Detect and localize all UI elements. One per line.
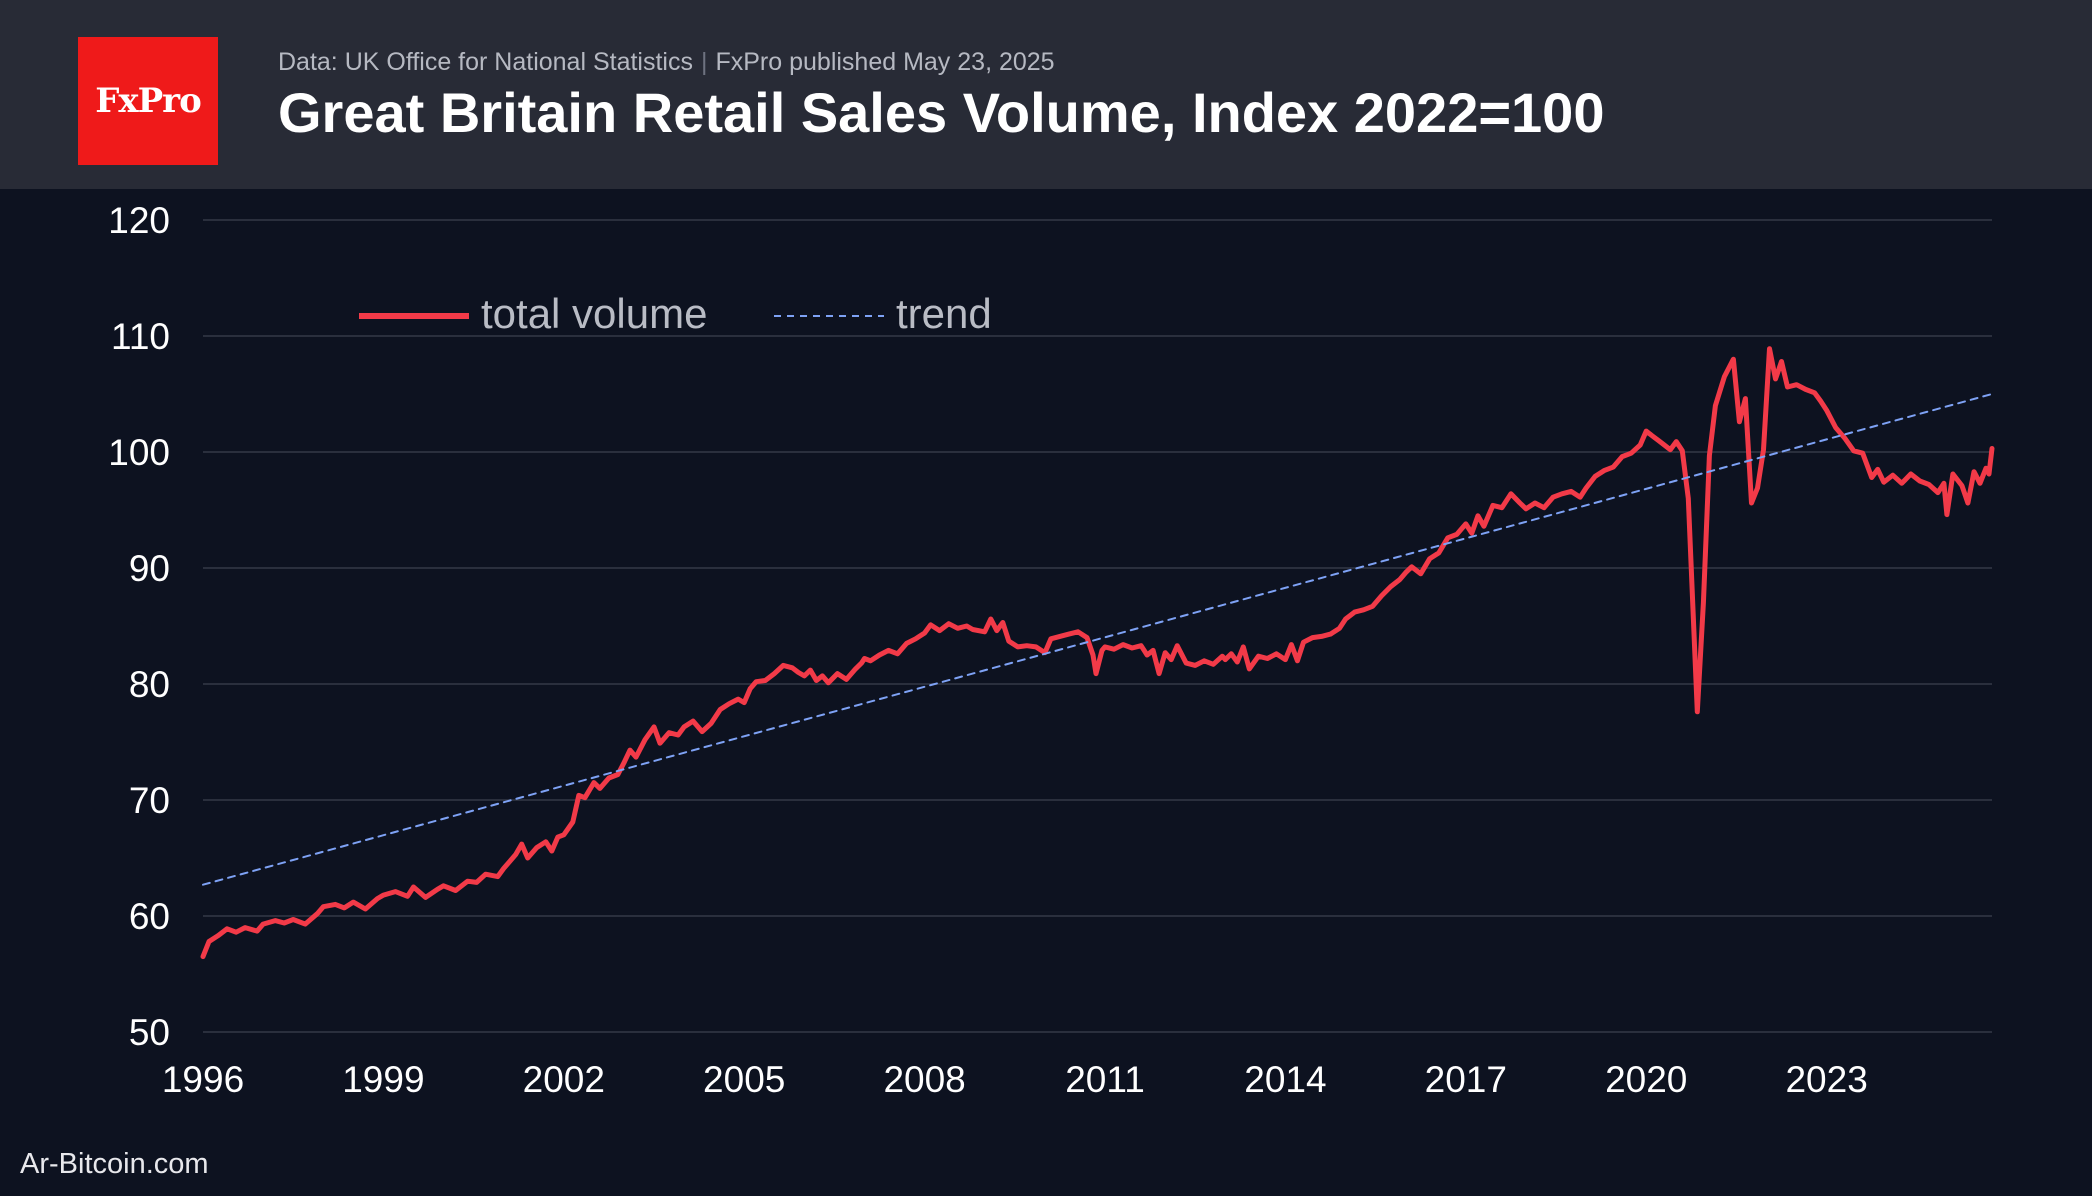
y-tick-label: 110 <box>111 316 170 357</box>
legend-label-trend: trend <box>896 290 992 337</box>
y-tick-label: 120 <box>108 200 170 241</box>
chart-meta: Data: UK Office for National Statistics |… <box>278 48 1055 77</box>
x-axis-ticks: 1996 1999 2002 2005 2008 2011 2014 2017 2020 2023 <box>162 1059 1868 1100</box>
x-tick-label: 2008 <box>883 1059 965 1100</box>
y-axis-ticks: 50 60 70 80 90 100 110 120 <box>108 200 170 1053</box>
x-tick-label: 1996 <box>162 1059 244 1100</box>
series-lines <box>200 346 1995 960</box>
x-tick-label: 2011 <box>1065 1059 1145 1100</box>
x-tick-label: 2005 <box>703 1059 785 1100</box>
y-tick-label: 60 <box>129 896 170 937</box>
data-source: Data: UK Office for National Statistics <box>278 48 693 76</box>
watermark: Ar-Bitcoin.com <box>20 1148 209 1180</box>
fxpro-logo[interactable]: FxPro <box>78 37 218 165</box>
series-line-total-volume <box>200 346 1995 960</box>
y-tick-label: 100 <box>108 432 170 473</box>
y-tick-label: 70 <box>129 780 170 821</box>
chart-title: Great Britain Retail Sales Volume, Index… <box>278 81 1605 144</box>
chart-header: FxPro Data: UK Office for National Stati… <box>0 0 2092 189</box>
x-tick-label: 2023 <box>1785 1059 1867 1100</box>
series-line-trend <box>202 393 1993 886</box>
publisher-note: FxPro published May 23, 2025 <box>715 48 1055 76</box>
logo-text: FxPro <box>95 81 202 121</box>
grid-lines <box>203 219 1992 1033</box>
legend: total volume trend <box>359 290 992 337</box>
x-tick-label: 2017 <box>1425 1059 1507 1100</box>
x-tick-label: 2020 <box>1605 1059 1687 1100</box>
meta-separator: | <box>700 48 708 76</box>
y-tick-label: 50 <box>129 1012 170 1053</box>
y-tick-label: 90 <box>129 548 170 589</box>
legend-label-total-volume: total volume <box>481 290 707 337</box>
x-tick-label: 2014 <box>1244 1059 1326 1100</box>
y-tick-label: 80 <box>129 664 170 705</box>
x-tick-label: 2002 <box>523 1059 605 1100</box>
x-tick-label: 1999 <box>342 1059 424 1100</box>
